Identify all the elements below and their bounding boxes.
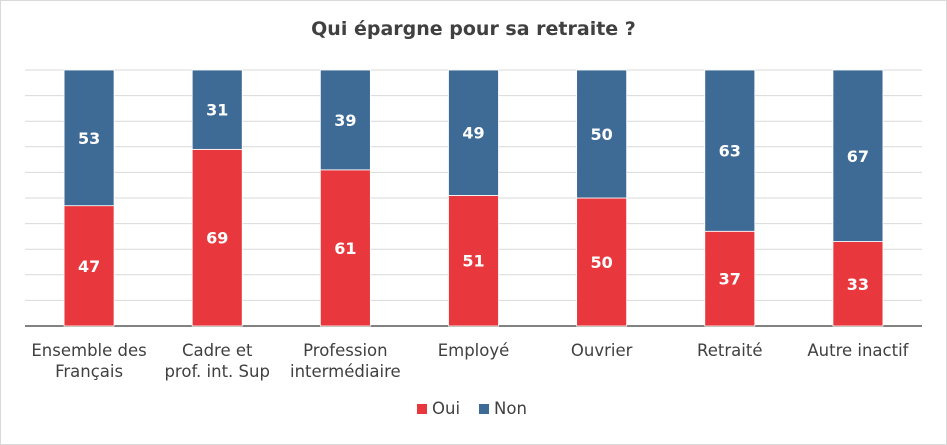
value-label-non-4: 50	[591, 125, 613, 144]
legend: Oui Non	[417, 399, 527, 418]
category-label-3: Employé	[438, 341, 510, 360]
value-labels: 47 53 69 31 61 39 51 49 50 50 37 63 33 67	[78, 101, 869, 294]
value-label-oui-4: 50	[591, 253, 613, 272]
bar-non-2	[319, 69, 371, 171]
bar-oui-6	[832, 241, 884, 327]
category-label-6: Autre inactif	[807, 341, 909, 360]
bar-non-3	[448, 69, 499, 196]
category-label-5: Retraité	[697, 341, 762, 360]
value-label-non-5: 63	[719, 142, 741, 161]
bar-non-4	[576, 69, 628, 199]
bar-oui-2	[319, 169, 371, 327]
category-label-0: Ensemble des Français	[31, 341, 146, 381]
value-label-non-6: 67	[847, 147, 869, 166]
bars	[63, 69, 884, 327]
chart-title: Qui épargne pour sa retraite ?	[311, 18, 636, 40]
value-label-non-2: 39	[334, 111, 356, 130]
value-label-non-1: 31	[206, 101, 228, 120]
value-label-non-3: 49	[462, 124, 484, 143]
legend-swatch-oui	[417, 404, 427, 414]
legend-label-non: Non	[494, 399, 527, 418]
value-label-oui-3: 51	[462, 252, 484, 271]
bar-non-0	[63, 69, 115, 207]
category-labels: Ensemble des Français Cadre et prof. int. S…	[31, 341, 909, 381]
legend-label-oui: Oui	[432, 399, 460, 418]
value-label-non-0: 53	[78, 129, 100, 148]
value-label-oui-0: 47	[78, 257, 100, 276]
value-label-oui-5: 37	[719, 270, 741, 289]
category-label-2: Profession intermédiaire	[290, 341, 401, 381]
bar-oui-1	[191, 148, 243, 327]
bar-non-5	[704, 69, 756, 232]
legend-swatch-non	[479, 404, 489, 414]
category-label-1: Cadre et prof. int. Sup	[164, 341, 270, 381]
bar-oui-4	[576, 197, 628, 327]
bar-non-6	[832, 69, 884, 242]
bar-non-1	[191, 69, 243, 150]
bar-oui-0	[63, 205, 115, 327]
value-label-oui-6: 33	[847, 275, 869, 294]
category-label-4: Ouvrier	[571, 341, 633, 360]
value-label-oui-1: 69	[206, 229, 228, 248]
value-label-oui-2: 61	[334, 239, 356, 258]
